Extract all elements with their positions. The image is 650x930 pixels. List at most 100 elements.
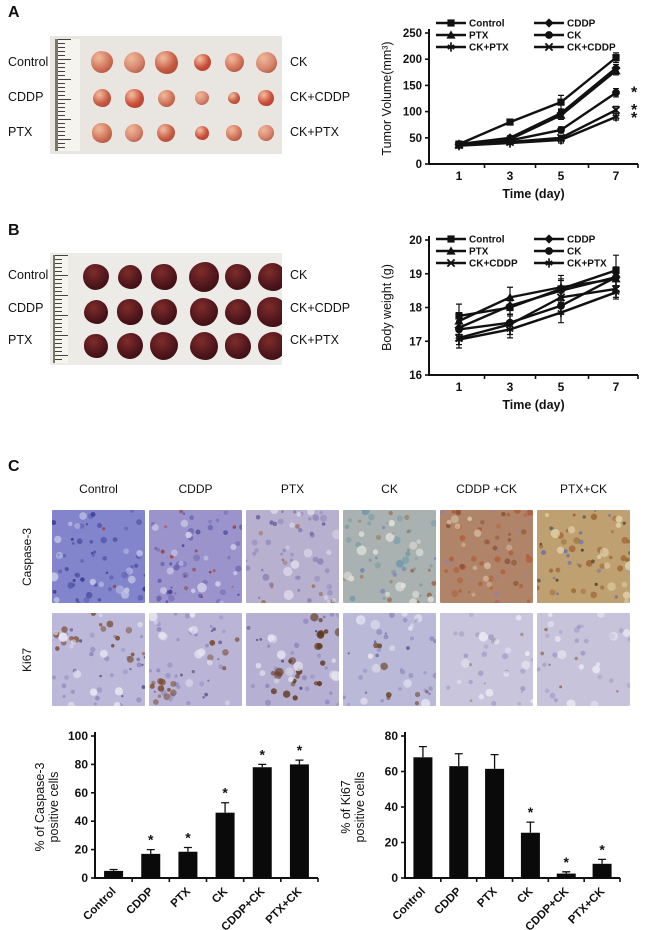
svg-text:PTX: PTX: [469, 247, 489, 258]
ihc-micrograph: [440, 510, 533, 603]
svg-text:Control: Control: [391, 886, 428, 923]
svg-text:60: 60: [385, 765, 399, 779]
specimen-blob: [151, 264, 177, 290]
svg-text:*: *: [185, 829, 191, 845]
photo-label-ck-cddp: CK+CDDP: [290, 301, 351, 315]
ihc-micrograph: [343, 510, 436, 603]
photo-label-ptx: PTX: [8, 125, 33, 139]
svg-text:*: *: [631, 85, 638, 102]
svg-text:0: 0: [391, 871, 398, 885]
svg-text:7: 7: [613, 380, 620, 394]
specimen-blob: [92, 123, 112, 143]
specimen-blob: [190, 298, 218, 326]
specimen-blob: [124, 88, 144, 108]
svg-text:3: 3: [507, 380, 514, 394]
svg-text:Time (day): Time (day): [502, 398, 564, 412]
ihc-micrograph: [52, 613, 145, 706]
ihc-micrograph: [149, 510, 242, 603]
panel-a-label: A: [8, 4, 20, 21]
liver-photo: [50, 253, 282, 365]
specimen-blob: [117, 299, 143, 325]
specimen-blob: [258, 125, 274, 141]
specimen-blob: [195, 126, 209, 140]
ihc-micrograph: [149, 613, 242, 706]
tumor-specimens: [50, 36, 282, 154]
svg-text:*: *: [297, 742, 303, 758]
svg-text:CDDP: CDDP: [567, 235, 596, 246]
ihc-col-header-cddp: CDDP: [178, 482, 213, 496]
svg-text:CK+CDDP: CK+CDDP: [469, 259, 518, 270]
svg-text:50: 50: [409, 133, 422, 145]
liver-specimens: [50, 253, 282, 365]
svg-text:*: *: [631, 110, 638, 127]
specimen-blob: [93, 89, 111, 107]
tumor-volume-chart: 0 50 100 150 200 250 1 3 5 7 Time (day) Tumor Volum…: [380, 18, 639, 201]
svg-text:CK: CK: [567, 31, 582, 42]
svg-text:0: 0: [81, 871, 88, 885]
svg-text:Control: Control: [81, 886, 118, 923]
ihc-micrograph: [537, 613, 630, 706]
svg-text:Tumor Volume(mm³): Tumor Volume(mm³): [380, 41, 394, 155]
specimen-blob: [117, 333, 143, 359]
svg-text:19: 19: [409, 269, 422, 281]
svg-text:PTX: PTX: [169, 885, 194, 910]
svg-text:PTX: PTX: [469, 31, 489, 42]
specimen-blob: [154, 50, 178, 74]
svg-text:80: 80: [385, 729, 399, 743]
specimen-blob: [258, 332, 282, 360]
svg-text:20: 20: [75, 843, 89, 857]
svg-text:CK+CDDP: CK+CDDP: [567, 43, 616, 54]
photo-label-ptx: PTX: [8, 333, 33, 347]
ihc-micrograph: [440, 613, 533, 706]
ruler: [55, 39, 80, 151]
specimen-blob: [225, 333, 251, 359]
ihc-micrograph: [343, 613, 436, 706]
photo-label-ck-ptx: CK+PTX: [290, 333, 339, 347]
photo-label-cddp: CDDP: [8, 301, 44, 315]
svg-text:18: 18: [409, 303, 422, 315]
svg-text:100: 100: [403, 107, 422, 119]
specimen-blob: [258, 263, 282, 291]
specimen-blob: [258, 90, 274, 106]
specimen-blob: [123, 51, 145, 73]
specimen-blob: [224, 52, 244, 72]
panel-c-label: C: [8, 458, 20, 475]
svg-text:250: 250: [403, 28, 422, 40]
photo-label-ck: CK: [290, 55, 308, 69]
svg-text:CK+PTX: CK+PTX: [469, 43, 509, 54]
svg-text:PTX: PTX: [475, 885, 500, 910]
svg-text:40: 40: [75, 814, 89, 828]
ihc-col-header-ptx-ck: PTX+CK: [559, 482, 607, 496]
photo-label-control: Control: [8, 268, 49, 282]
svg-text:*: *: [528, 804, 534, 820]
ihc-row-label-ki67: Ki67: [20, 647, 34, 673]
specimen-blob: [228, 92, 240, 104]
svg-text:*: *: [222, 785, 228, 801]
ihc-col-header-ptx: PTX: [280, 482, 305, 496]
panel-b-label: B: [8, 222, 20, 239]
specimen-blob: [151, 299, 177, 325]
svg-text:80: 80: [75, 757, 89, 771]
svg-text:150: 150: [403, 80, 422, 92]
svg-text:3: 3: [507, 169, 514, 183]
specimen-blob: [225, 264, 251, 290]
svg-text:20: 20: [409, 235, 422, 247]
svg-text:Control: Control: [469, 235, 505, 246]
svg-text:*: *: [599, 841, 605, 857]
svg-text:40: 40: [385, 800, 399, 814]
specimen-blob: [91, 51, 113, 73]
specimen-blob: [118, 265, 142, 289]
specimen-blob: [190, 332, 218, 360]
photo-label-ck-ptx: CK+PTX: [290, 125, 339, 139]
specimen-blob: [157, 124, 175, 142]
svg-text:*: *: [148, 832, 154, 848]
ihc-micrograph: [246, 510, 339, 603]
ihc-col-header-control: Control: [79, 482, 118, 496]
tumor-photo: [50, 36, 282, 154]
specimen-blob: [84, 334, 108, 358]
svg-text:PTX+CK: PTX+CK: [264, 885, 305, 926]
ihc-micrograph: [537, 510, 630, 603]
specimen-blob: [257, 297, 282, 327]
photo-label-control: Control: [8, 55, 49, 69]
